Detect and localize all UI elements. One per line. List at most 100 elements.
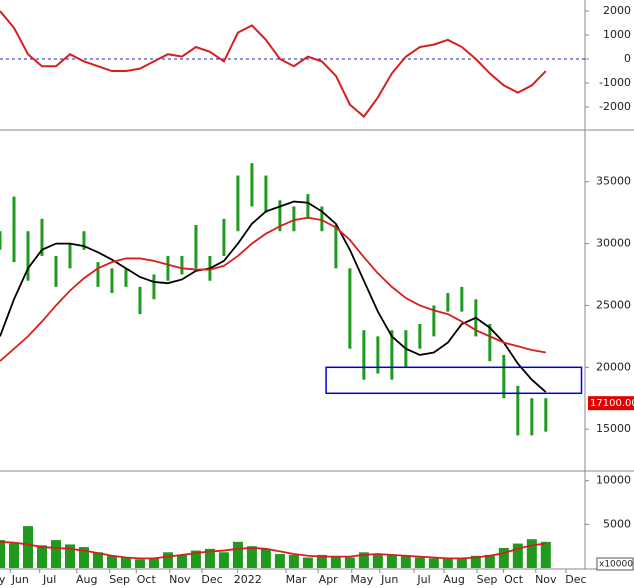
volume-bar <box>428 558 439 568</box>
price-bar <box>68 243 72 269</box>
price-bar <box>96 262 100 287</box>
x-tick-label: Jul <box>416 573 430 586</box>
price-bar <box>348 268 352 349</box>
price-bar <box>264 175 268 213</box>
volume-bar <box>106 555 117 568</box>
price-bar <box>334 225 338 269</box>
volume-bar <box>134 559 145 568</box>
price-bar <box>110 268 114 294</box>
price-bar <box>152 274 156 300</box>
y-tick-label: 0 <box>624 52 631 65</box>
price-bar <box>516 385 520 436</box>
x-tick-label: Aug <box>76 573 97 586</box>
price-bar <box>82 231 86 250</box>
price-bar <box>390 330 394 380</box>
volume-bar <box>120 557 131 568</box>
volume-bar <box>414 557 425 568</box>
y-tick-label: 15000 <box>596 422 631 435</box>
y-tick-label: 35000 <box>596 175 631 188</box>
volume-bar <box>218 552 229 568</box>
volume-bar <box>498 547 509 568</box>
volume-bar <box>0 540 5 568</box>
x-tick-label: Sep <box>109 573 130 586</box>
price-bar <box>278 200 282 232</box>
x-tick-label: Jul <box>42 573 56 586</box>
price-bar <box>54 255 58 287</box>
volume-bar <box>22 526 33 568</box>
x-tick-label: Jun <box>380 573 398 586</box>
x-tick-label: Jun <box>11 573 29 586</box>
unit-label: x10000 <box>599 560 633 570</box>
x-tick-label: Mar <box>286 573 307 586</box>
price-bar <box>0 231 2 250</box>
volume-bar <box>190 550 201 568</box>
price-bar <box>530 398 534 436</box>
x-tick-label: Aug <box>443 573 464 586</box>
price-bar <box>12 196 16 263</box>
volume-bar <box>512 543 523 568</box>
volume-average <box>0 540 546 560</box>
volume-bar <box>274 554 285 568</box>
price-bar <box>138 286 142 315</box>
y-tick-label: 2000 <box>603 4 631 17</box>
price-bar <box>362 330 366 380</box>
price-bar <box>180 255 184 275</box>
price-bar <box>418 324 422 349</box>
moving-average <box>0 216 546 362</box>
volume-bar <box>302 557 313 568</box>
moving-average <box>0 200 547 393</box>
last-price-label: 17100.00 <box>590 398 634 409</box>
price-bar <box>446 293 450 312</box>
x-tick-label: 2022 <box>234 573 262 586</box>
volume-bar <box>50 540 61 568</box>
price-bar <box>250 163 254 207</box>
volume-bar <box>204 548 215 568</box>
volume-bar <box>176 554 187 568</box>
x-tick-label: Apr <box>319 573 339 586</box>
volume-bar <box>246 546 257 568</box>
y-tick-label: 25000 <box>596 298 631 311</box>
price-bar <box>292 206 296 232</box>
volume-bar <box>148 558 159 568</box>
volume-bar <box>358 552 369 568</box>
x-tick-label: Nov <box>535 573 557 586</box>
x-tick-label: May <box>350 573 373 586</box>
y-tick-label: 5000 <box>603 517 631 530</box>
price-bar <box>306 194 310 219</box>
price-bar <box>432 305 436 337</box>
volume-bar <box>64 544 75 568</box>
y-tick-label: 20000 <box>596 360 631 373</box>
y-tick-label: -1000 <box>599 76 631 89</box>
volume-bar <box>386 554 397 568</box>
x-tick-label: Dec <box>201 573 222 586</box>
x-tick-label: Oct <box>504 573 524 586</box>
volume-bar <box>344 557 355 568</box>
volume-bar <box>36 545 47 568</box>
x-tick-label: Oct <box>137 573 157 586</box>
price-bar <box>166 255 170 281</box>
unit-box <box>596 557 634 571</box>
volume-bar <box>288 554 299 568</box>
price-bar <box>460 286 464 312</box>
volume-bar <box>484 554 495 568</box>
volume-bar <box>372 554 383 568</box>
volume-bar <box>260 548 271 568</box>
price-bar <box>236 175 240 232</box>
volume-bar <box>540 541 551 568</box>
x-tick-label: Nov <box>169 573 191 586</box>
price-bar <box>222 218 226 256</box>
volume-bar <box>526 539 537 568</box>
volume-bar <box>92 552 103 568</box>
y-tick-label: -2000 <box>599 100 631 113</box>
y-tick-label: 1000 <box>603 28 631 41</box>
price-bar <box>544 398 548 432</box>
volume-bar <box>8 543 19 568</box>
price-bar <box>40 218 44 256</box>
volume-bar <box>232 541 243 568</box>
indicator-line <box>0 10 547 119</box>
support-zone <box>325 366 583 395</box>
volume-bar <box>470 555 481 568</box>
price-bar <box>502 354 506 399</box>
volume-bar <box>400 555 411 568</box>
